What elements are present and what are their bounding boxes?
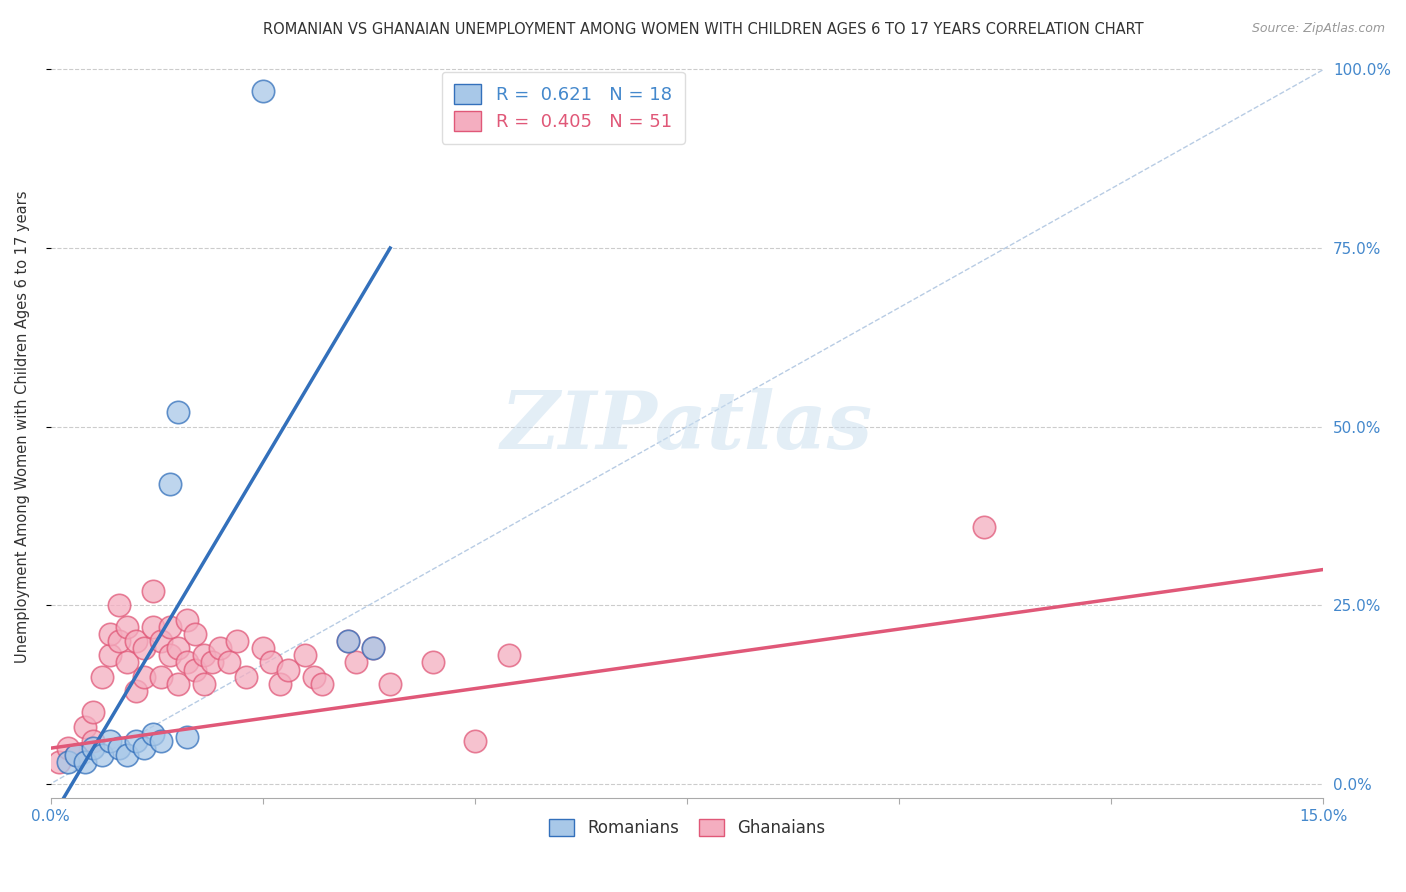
Point	[176, 613, 198, 627]
Point	[167, 641, 190, 656]
Point	[361, 641, 384, 656]
Point	[134, 741, 156, 756]
Point	[90, 670, 112, 684]
Point	[98, 648, 121, 663]
Point	[73, 756, 96, 770]
Point	[336, 634, 359, 648]
Point	[344, 656, 367, 670]
Point	[193, 648, 215, 663]
Legend: Romanians, Ghanaians: Romanians, Ghanaians	[540, 811, 834, 846]
Point	[336, 634, 359, 648]
Point	[184, 627, 207, 641]
Point	[150, 734, 173, 748]
Point	[107, 599, 129, 613]
Point	[973, 519, 995, 533]
Point	[311, 677, 333, 691]
Point	[124, 634, 146, 648]
Point	[124, 684, 146, 698]
Point	[142, 584, 165, 599]
Point	[176, 731, 198, 745]
Point	[277, 663, 299, 677]
Point	[98, 734, 121, 748]
Point	[142, 727, 165, 741]
Point	[150, 670, 173, 684]
Point	[252, 84, 274, 98]
Point	[82, 706, 104, 720]
Point	[235, 670, 257, 684]
Y-axis label: Unemployment Among Women with Children Ages 6 to 17 years: Unemployment Among Women with Children A…	[15, 190, 30, 663]
Point	[464, 734, 486, 748]
Point	[201, 656, 224, 670]
Point	[124, 734, 146, 748]
Point	[115, 656, 138, 670]
Point	[422, 656, 444, 670]
Point	[302, 670, 325, 684]
Point	[252, 641, 274, 656]
Point	[193, 677, 215, 691]
Point	[218, 656, 240, 670]
Point	[167, 677, 190, 691]
Point	[98, 627, 121, 641]
Point	[226, 634, 249, 648]
Point	[150, 634, 173, 648]
Point	[65, 748, 87, 763]
Point	[176, 656, 198, 670]
Point	[65, 748, 87, 763]
Point	[115, 620, 138, 634]
Point	[184, 663, 207, 677]
Point	[159, 476, 181, 491]
Point	[269, 677, 291, 691]
Point	[209, 641, 232, 656]
Point	[498, 648, 520, 663]
Point	[294, 648, 316, 663]
Text: ZIPatlas: ZIPatlas	[501, 388, 873, 466]
Point	[73, 720, 96, 734]
Point	[167, 405, 190, 419]
Point	[159, 648, 181, 663]
Point	[115, 748, 138, 763]
Point	[82, 741, 104, 756]
Point	[56, 756, 79, 770]
Point	[134, 641, 156, 656]
Point	[107, 634, 129, 648]
Point	[56, 741, 79, 756]
Point	[378, 677, 401, 691]
Point	[82, 734, 104, 748]
Point	[159, 620, 181, 634]
Point	[48, 756, 70, 770]
Text: ROMANIAN VS GHANAIAN UNEMPLOYMENT AMONG WOMEN WITH CHILDREN AGES 6 TO 17 YEARS C: ROMANIAN VS GHANAIAN UNEMPLOYMENT AMONG …	[263, 22, 1143, 37]
Point	[361, 641, 384, 656]
Point	[260, 656, 283, 670]
Point	[107, 741, 129, 756]
Text: Source: ZipAtlas.com: Source: ZipAtlas.com	[1251, 22, 1385, 36]
Point	[90, 748, 112, 763]
Point	[142, 620, 165, 634]
Point	[134, 670, 156, 684]
